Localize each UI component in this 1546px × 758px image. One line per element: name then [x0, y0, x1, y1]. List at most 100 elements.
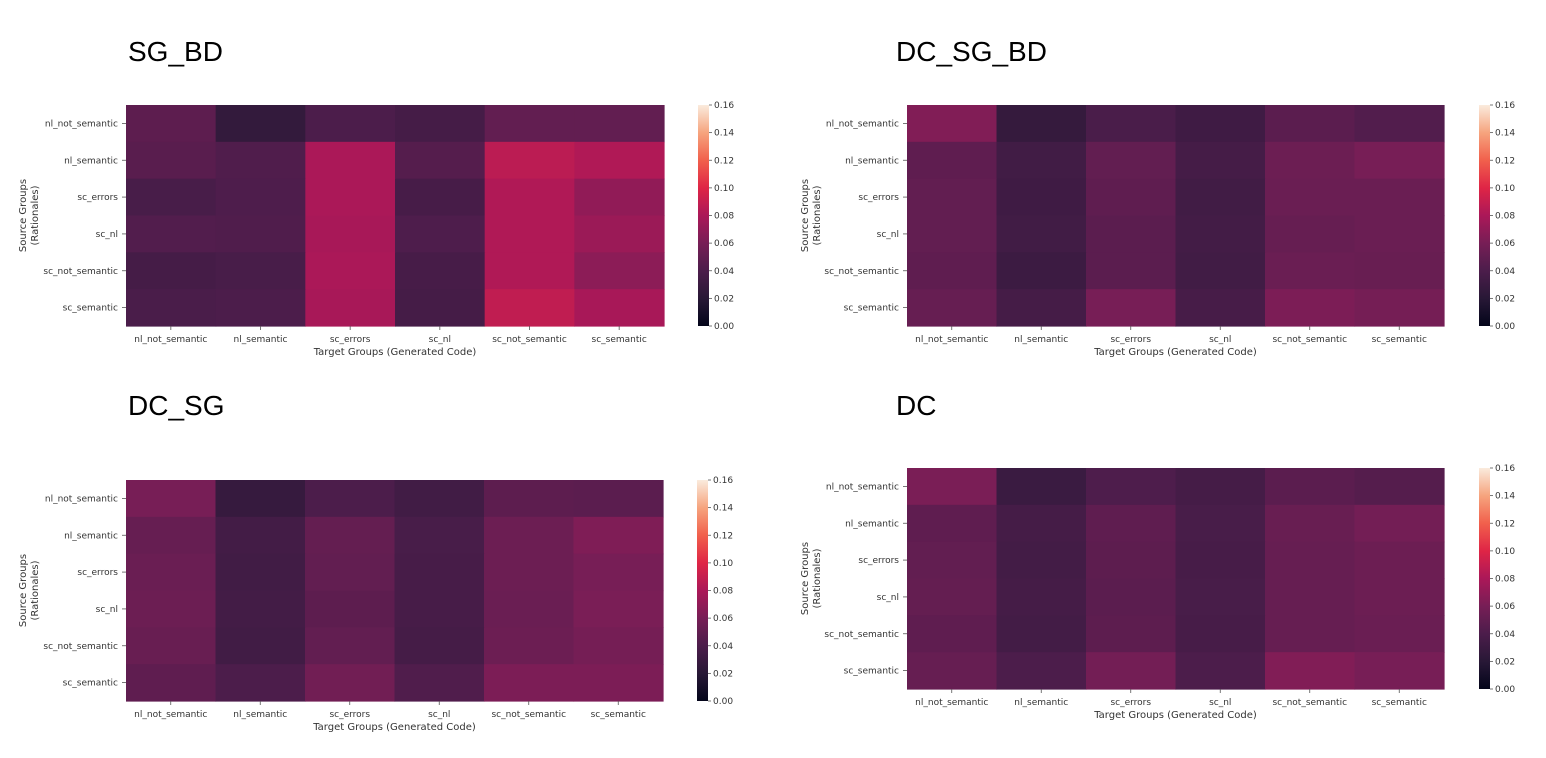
heatmap-cell-1-0-1 — [996, 105, 1087, 143]
x-tick-label-3-5: sc_semantic — [1372, 698, 1427, 708]
heatmap-cell-2-0-2 — [305, 480, 396, 518]
heatmap-cell-0-5-3 — [395, 289, 486, 327]
heatmap-cell-1-0-5 — [1354, 105, 1445, 143]
x-tick-label-2-3: sc_nl — [428, 710, 450, 720]
colorbar-tick-label-0-0: 0.00 — [714, 322, 734, 332]
y-tick-label-0-2: sc_errors — [77, 193, 118, 203]
y-axis-label-1: Source Groups(Rationales) — [800, 179, 823, 252]
heatmap-cell-1-3-5 — [1354, 215, 1445, 253]
heatmap-cell-2-1-0 — [126, 516, 217, 555]
x-tick-label-1-5: sc_semantic — [1372, 335, 1427, 345]
heatmap-cell-3-2-5 — [1354, 541, 1445, 580]
y-tick-label-1-2: sc_errors — [858, 193, 899, 203]
heatmap-cell-3-1-1 — [996, 504, 1087, 543]
colorbar-tick-label-2-5: 0.10 — [713, 559, 733, 569]
heatmap-cell-3-1-3 — [1175, 504, 1266, 543]
x-tick-label-3-2: sc_errors — [1110, 698, 1151, 708]
heatmap-cell-2-2-4 — [484, 553, 575, 592]
heatmap-cell-2-5-4 — [484, 664, 575, 702]
colorbar-tick-label-3-6: 0.12 — [1495, 519, 1515, 529]
heatmap-cell-0-4-5 — [574, 252, 665, 290]
x-tick-label-2-5: sc_semantic — [591, 710, 646, 720]
colorbar-3 — [1479, 468, 1490, 689]
heatmap-cell-2-1-3 — [394, 516, 485, 555]
x-tick-label-3-1: nl_semantic — [1014, 698, 1068, 708]
colorbar-tick-label-0-6: 0.12 — [714, 156, 734, 166]
heatmap-cell-1-4-0 — [907, 252, 998, 290]
heatmap-cell-2-0-0 — [126, 480, 217, 518]
y-tick-label-0-4: sc_not_semantic — [43, 267, 118, 277]
heatmap-cell-1-1-1 — [996, 141, 1087, 180]
heatmap-cell-3-0-3 — [1175, 468, 1266, 506]
heatmap-cell-2-3-3 — [394, 590, 485, 628]
heatmap-cell-3-0-2 — [1086, 468, 1177, 506]
heatmap-cell-2-5-5 — [573, 664, 664, 702]
x-tick-label-1-1: nl_semantic — [1014, 335, 1068, 345]
y-tick-label-3-0: nl_not_semantic — [826, 482, 899, 492]
heatmap-cell-3-2-1 — [996, 541, 1087, 580]
heatmap-cell-1-5-3 — [1175, 289, 1266, 327]
heatmap-cell-0-1-4 — [484, 141, 575, 180]
heatmap-cell-2-0-5 — [573, 480, 664, 518]
heatmap-cell-1-3-2 — [1086, 215, 1177, 253]
y-tick-label-1-4: sc_not_semantic — [824, 267, 899, 277]
heatmap-cell-1-2-5 — [1354, 178, 1445, 217]
y-tick-label-2-0: nl_not_semantic — [45, 494, 118, 504]
heatmap-cell-2-5-3 — [394, 664, 485, 702]
colorbar-tick-label-3-4: 0.08 — [1495, 575, 1515, 585]
heatmap-cell-2-3-1 — [215, 590, 306, 628]
heatmap-cell-2-2-3 — [394, 553, 485, 592]
x-tick-label-1-4: sc_not_semantic — [1272, 335, 1347, 345]
panel-title-sg-bd: SG_BD — [128, 36, 223, 67]
heatmap-panel-3: nl_not_semantic nl_semantic sc_errors sc_nl… — [800, 464, 1515, 721]
heatmap-cell-0-2-4 — [484, 178, 575, 217]
heatmap-cell-1-4-1 — [996, 252, 1087, 290]
y-tick-label-3-2: sc_errors — [858, 556, 899, 566]
heatmap-cell-3-5-2 — [1086, 652, 1177, 690]
heatmap-cell-3-4-3 — [1175, 615, 1266, 653]
heatmap-cell-1-1-0 — [907, 141, 998, 180]
heatmap-cell-0-0-0 — [126, 105, 217, 143]
heatmap-cell-2-2-5 — [573, 553, 664, 592]
y-tick-label-1-3: sc_nl — [877, 230, 899, 240]
heatmap-cell-1-0-4 — [1265, 105, 1356, 143]
heatmap-cell-3-1-0 — [907, 504, 998, 543]
y-tick-label-0-3: sc_nl — [96, 230, 118, 240]
heatmap-cell-2-4-3 — [394, 627, 485, 665]
heatmap-cell-0-0-4 — [484, 105, 575, 143]
y-tick-label-0-5: sc_semantic — [63, 304, 118, 314]
heatmap-cell-3-2-2 — [1086, 541, 1177, 580]
colorbar-tick-label-1-3: 0.06 — [1495, 239, 1515, 249]
heatmap-cell-3-3-3 — [1175, 578, 1266, 616]
heatmap-cell-3-2-3 — [1175, 541, 1266, 580]
heatmap-cell-2-5-1 — [215, 664, 306, 702]
heatmap-cell-2-4-0 — [126, 627, 217, 665]
heatmap-cell-0-0-3 — [395, 105, 486, 143]
heatmap-cell-0-4-2 — [305, 252, 396, 290]
heatmap-cell-1-5-1 — [996, 289, 1087, 327]
heatmap-cell-0-2-3 — [395, 178, 486, 217]
heatmap-cell-1-1-5 — [1354, 141, 1445, 180]
heatmap-cell-3-4-2 — [1086, 615, 1177, 653]
heatmap-cell-2-0-1 — [215, 480, 306, 518]
heatmap-cell-1-0-2 — [1086, 105, 1177, 143]
colorbar-tick-label-3-7: 0.14 — [1495, 492, 1515, 502]
heatmap-cell-1-5-2 — [1086, 289, 1177, 327]
heatmap-cell-0-4-3 — [395, 252, 486, 290]
heatmap-cell-2-1-1 — [215, 516, 306, 555]
y-tick-label-2-3: sc_nl — [96, 605, 118, 615]
heatmap-cell-0-4-0 — [126, 252, 217, 290]
y-tick-label-0-1: nl_semantic — [64, 156, 118, 166]
x-axis-label-1: Target Groups (Generated Code) — [1093, 347, 1257, 358]
heatmap-cell-0-3-1 — [215, 215, 306, 253]
heatmap-cell-3-3-0 — [907, 578, 998, 616]
colorbar-tick-label-1-1: 0.02 — [1495, 294, 1515, 304]
heatmap-cell-3-3-1 — [996, 578, 1087, 616]
x-tick-label-3-4: sc_not_semantic — [1272, 698, 1347, 708]
heatmap-cell-0-3-0 — [126, 215, 217, 253]
colorbar-tick-label-1-0: 0.00 — [1495, 322, 1515, 332]
heatmap-cell-1-5-0 — [907, 289, 998, 327]
heatmap-cell-3-5-4 — [1265, 652, 1356, 690]
heatmap-cell-3-3-5 — [1354, 578, 1445, 616]
heatmap-cell-0-5-2 — [305, 289, 396, 327]
